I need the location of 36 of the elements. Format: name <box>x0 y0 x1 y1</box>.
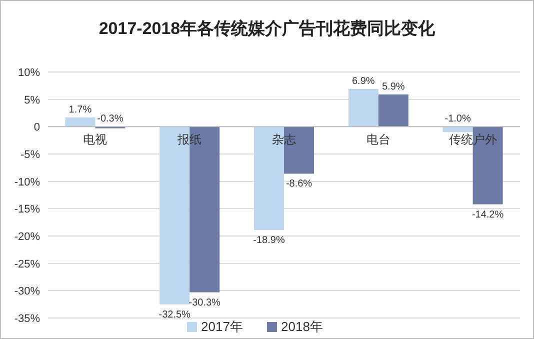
data-label: -0.3% <box>97 114 124 125</box>
bar <box>190 126 220 292</box>
bar <box>348 88 378 127</box>
data-label: -1.0% <box>444 114 471 125</box>
bar <box>284 126 314 174</box>
y-tick-label: -30% <box>14 286 40 298</box>
y-tick-label: -20% <box>14 231 40 243</box>
y-tick-label: -5% <box>20 149 40 161</box>
bar <box>65 117 96 127</box>
data-label: -18.9% <box>253 234 285 246</box>
chart-title: 2017-2018年各传统媒介广告刊花费同比变化 <box>98 19 436 38</box>
x-tick-label: 报纸 <box>176 132 202 147</box>
x-tick-label: 电台 <box>366 132 390 147</box>
legend-label: 2017年 <box>201 319 243 334</box>
data-label: -14.2% <box>472 209 504 220</box>
y-tick-label: 10% <box>18 67 40 79</box>
bar <box>472 126 503 204</box>
data-label: 6.9% <box>352 76 375 87</box>
y-tick-label: -25% <box>14 258 40 270</box>
bar <box>254 126 284 230</box>
data-label: -8.6% <box>286 178 312 190</box>
data-label: -32.5% <box>158 309 191 320</box>
y-tick-label: 0 <box>34 122 40 134</box>
data-label: 1.7% <box>68 104 92 116</box>
bar <box>442 126 473 132</box>
legend-label: 2018年 <box>281 319 323 334</box>
x-tick-label: 杂志 <box>272 132 296 147</box>
y-tick-label: -10% <box>14 176 40 188</box>
data-label: 5.9% <box>382 81 405 92</box>
y-tick-label: -35% <box>14 313 40 325</box>
y-tick-label: 5% <box>24 94 40 106</box>
bar <box>378 94 408 127</box>
data-label: -30.3% <box>188 297 221 308</box>
bar <box>160 126 190 304</box>
y-tick-label: -15% <box>14 204 40 216</box>
x-tick-label: 电视 <box>83 132 108 147</box>
